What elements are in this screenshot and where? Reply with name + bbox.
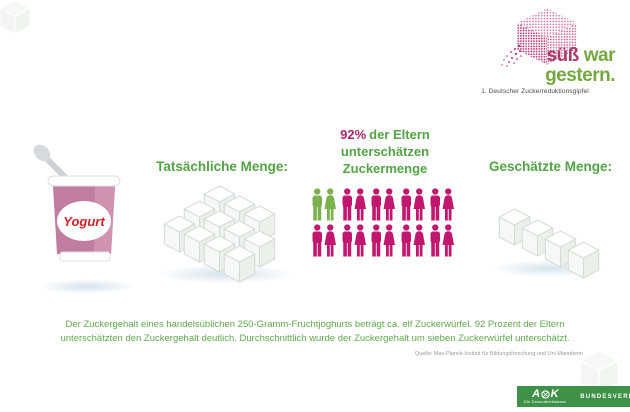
logo-period: .	[610, 65, 615, 86]
logo-line-1: süß war	[455, 46, 615, 65]
person-woman-icon	[442, 188, 455, 221]
person-man-icon	[400, 188, 413, 221]
headline-line-1: 92% der Eltern	[315, 126, 455, 143]
person-man-icon	[429, 224, 442, 257]
aok-letter-a: A	[532, 387, 541, 400]
footnote-line-2: unterschätzten den Zuckergehalt deutlich…	[60, 333, 570, 344]
logo-word-war: war	[583, 45, 616, 66]
aok-subtext: Die Gesundheitskasse.	[524, 399, 568, 404]
sugar-cube-logo-icon	[517, 8, 577, 65]
person-man-icon	[341, 188, 354, 221]
bundesverband-label: BUNDESVERBAND	[580, 393, 630, 400]
actual-amount-label: Tatsächliche Menge:	[156, 159, 288, 174]
headline-percent: 92%	[340, 127, 367, 142]
person-man-icon	[311, 188, 324, 221]
logo-word-gestern: gestern	[545, 65, 611, 86]
brand-logo: süß war gestern. 1. Deutscher Zuckerreduk…	[455, 46, 615, 96]
person-woman-icon	[383, 188, 396, 221]
person-woman-icon	[324, 188, 337, 221]
cube-pattern-topleft	[0, 0, 170, 125]
sugar-cube	[223, 245, 256, 283]
yogurt-label: Yogurt	[63, 214, 105, 229]
person-woman-icon	[383, 224, 396, 257]
footer-brand-bar: A K Die Gesundheitskasse. BUNDESVERBAND	[517, 386, 630, 407]
actual-sugar-cubes	[160, 180, 300, 290]
person-woman-icon	[413, 224, 426, 257]
yogurt-cup-illustration: Yogurt	[33, 144, 121, 262]
footnote-line-1: Der Zuckergehalt eines handelsüblichen 2…	[65, 319, 565, 330]
person-woman-icon	[354, 224, 367, 257]
person-woman-icon	[354, 188, 367, 221]
aok-logo: A K Die Gesundheitskasse.	[524, 387, 568, 405]
person-woman-icon	[324, 224, 337, 257]
aok-circle-icon	[541, 389, 550, 399]
source-attribution: Quelle: Max-Planck-Institut für Bildungs…	[414, 351, 583, 357]
logo-tagline: 1. Deutscher Zuckerreduktionsgipfel	[481, 88, 589, 95]
people-pictograph	[311, 188, 459, 258]
logo-word-suess: süß	[546, 45, 579, 66]
headline-line-2: unterschätzen	[340, 144, 430, 159]
sugar-cube	[567, 241, 600, 279]
person-man-icon	[400, 224, 413, 257]
aok-letter-k: K	[550, 387, 560, 400]
person-man-icon	[429, 188, 442, 221]
logo-line-2: gestern.	[455, 66, 615, 85]
person-woman-icon	[413, 188, 426, 221]
person-man-icon	[311, 224, 324, 257]
estimated-sugar-cubes	[498, 208, 603, 283]
wire-cube	[0, 0, 30, 34]
person-man-icon	[370, 188, 383, 221]
estimated-amount-label: Geschätzte Menge:	[488, 159, 613, 174]
person-woman-icon	[442, 224, 455, 257]
footnote-paragraph: Der Zuckergehalt eines handelsüblichen 2…	[55, 318, 575, 346]
yogurt-shadow	[38, 279, 136, 294]
person-man-icon	[341, 224, 354, 257]
statistic-headline: 92% der Eltern unterschätzen Zuckermenge	[315, 126, 455, 177]
headline-line1-rest: der Eltern	[369, 127, 430, 142]
aok-wordmark: A K	[532, 387, 560, 400]
headline-line-3: Zuckermenge	[342, 161, 428, 176]
sugar-sprinkle-icon	[501, 44, 522, 67]
person-man-icon	[370, 224, 383, 257]
